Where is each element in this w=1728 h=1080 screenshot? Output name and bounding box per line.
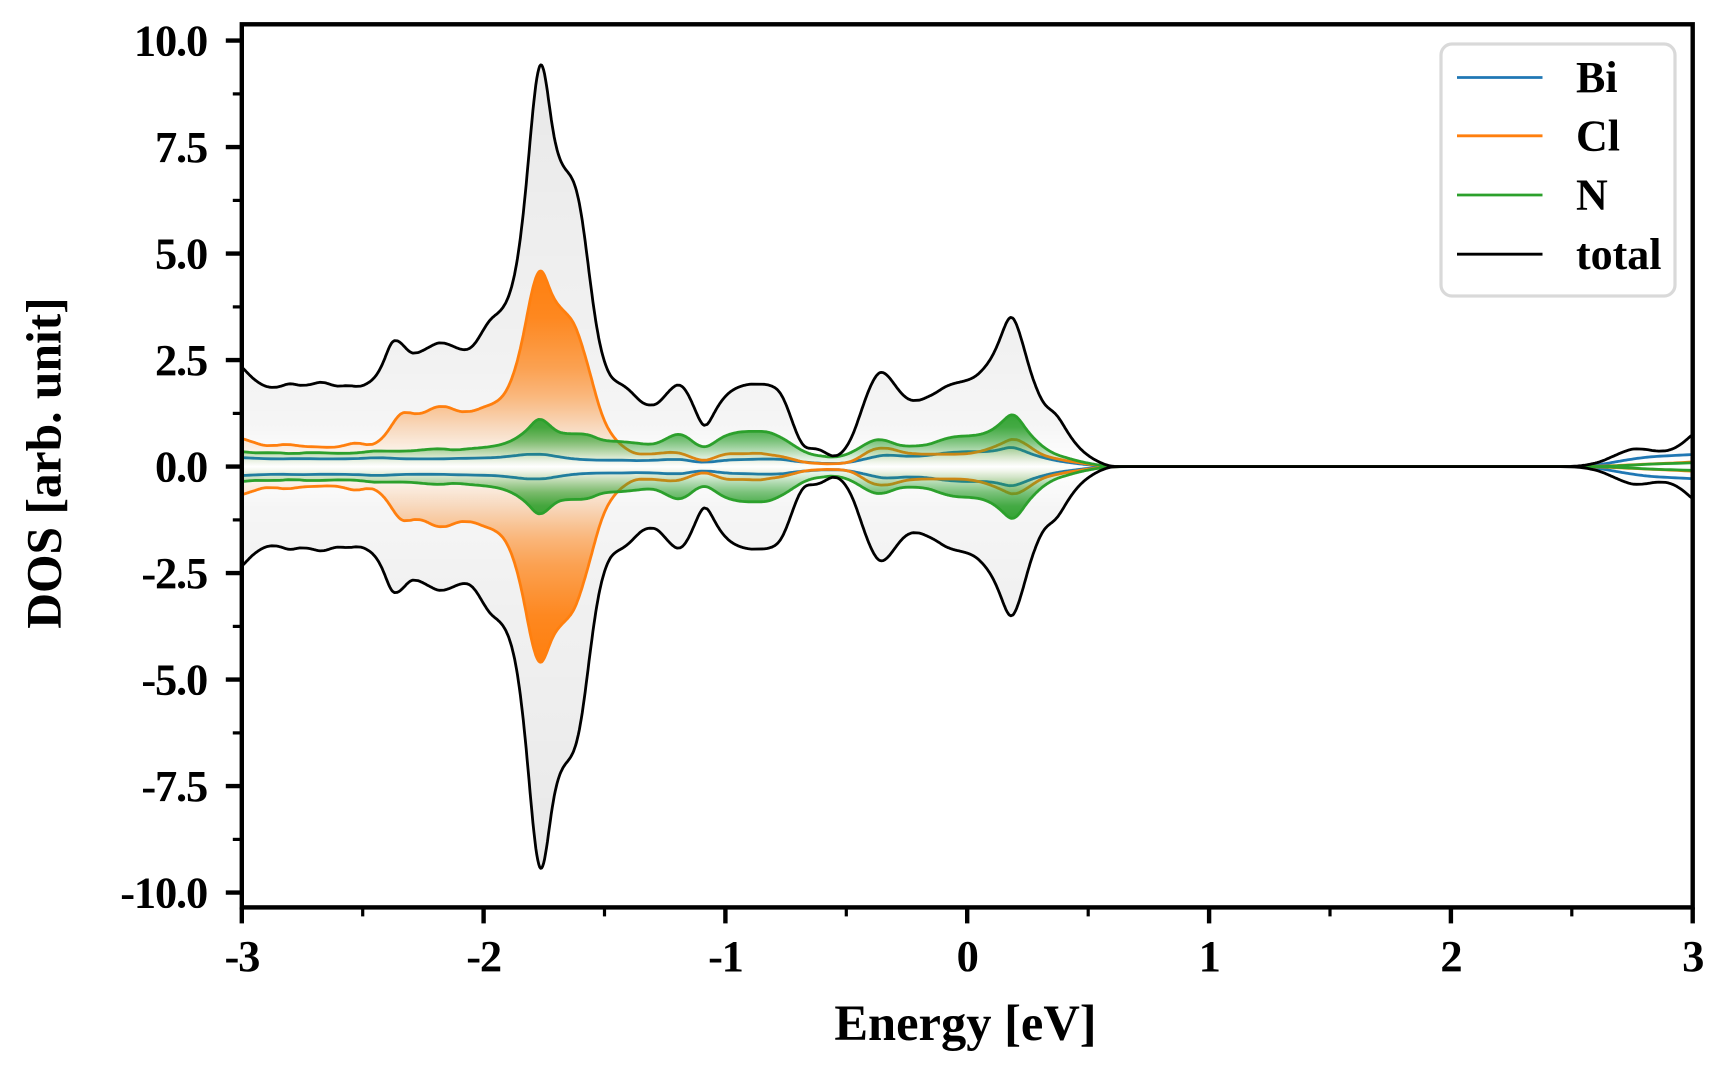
svg-text:Bi: Bi <box>1576 53 1618 102</box>
svg-text:2: 2 <box>1440 931 1461 981</box>
svg-text:5.0: 5.0 <box>155 228 207 278</box>
svg-text:-5.0: -5.0 <box>141 654 207 704</box>
svg-text:10.0: 10.0 <box>134 15 207 65</box>
svg-text:total: total <box>1576 230 1662 279</box>
svg-text:-2: -2 <box>466 931 501 981</box>
svg-text:3: 3 <box>1682 931 1703 981</box>
svg-text:0: 0 <box>957 931 978 981</box>
svg-text:1: 1 <box>1199 931 1220 981</box>
svg-text:2.5: 2.5 <box>155 335 207 385</box>
svg-text:DOS [arb. unit]: DOS [arb. unit] <box>17 297 72 628</box>
svg-text:Cl: Cl <box>1576 112 1620 161</box>
svg-text:Energy [eV]: Energy [eV] <box>834 995 1096 1051</box>
svg-text:-2.5: -2.5 <box>141 548 207 598</box>
svg-text:-10.0: -10.0 <box>120 867 207 917</box>
svg-text:-7.5: -7.5 <box>141 761 207 811</box>
svg-text:-1: -1 <box>708 931 743 981</box>
svg-text:N: N <box>1576 171 1608 220</box>
svg-text:0.0: 0.0 <box>155 441 207 491</box>
svg-text:-3: -3 <box>224 931 259 981</box>
svg-text:7.5: 7.5 <box>155 122 207 172</box>
